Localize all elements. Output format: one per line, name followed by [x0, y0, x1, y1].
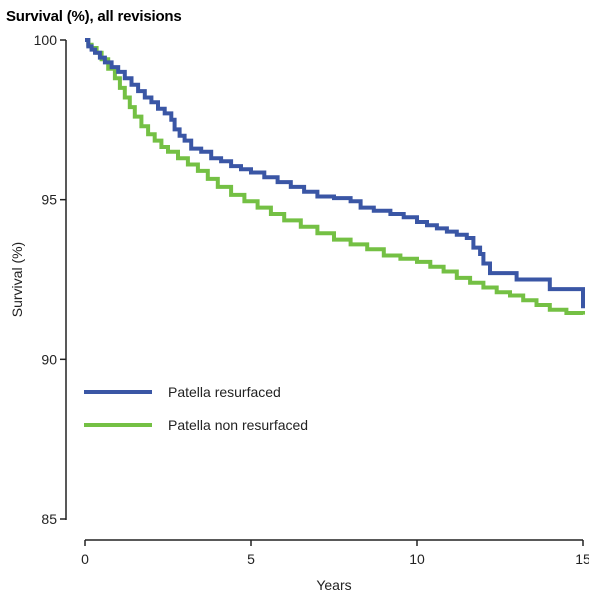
y-tick-label: 100: [34, 32, 58, 48]
chart-title: Survival (%), all revisions: [6, 8, 182, 25]
x-tick-label: 5: [247, 551, 255, 567]
legend-label: Patella non resurfaced: [168, 417, 308, 433]
legend: Patella resurfaced Patella non resurfaced: [84, 384, 308, 433]
x-tick-label: 10: [409, 551, 425, 567]
y-axis-label: Survival (%): [9, 242, 25, 317]
y-tick-label: 85: [41, 511, 57, 527]
x-tick-label: 15: [575, 551, 589, 567]
y-tick-label: 95: [41, 192, 57, 208]
axes: [65, 40, 583, 541]
series-layer: [85, 38, 585, 315]
legend-label: Patella resurfaced: [168, 384, 281, 400]
x-tick-label: 0: [81, 551, 89, 567]
x-axis-label: Years: [316, 577, 351, 593]
y-tick-label: 90: [41, 351, 57, 367]
x-ticks: 0 5 10 15: [81, 540, 589, 567]
series-line-patella-non-resurfaced: [85, 38, 585, 315]
y-ticks: 85 90 95 100: [34, 32, 66, 527]
series-line-patella-resurfaced: [85, 38, 585, 309]
